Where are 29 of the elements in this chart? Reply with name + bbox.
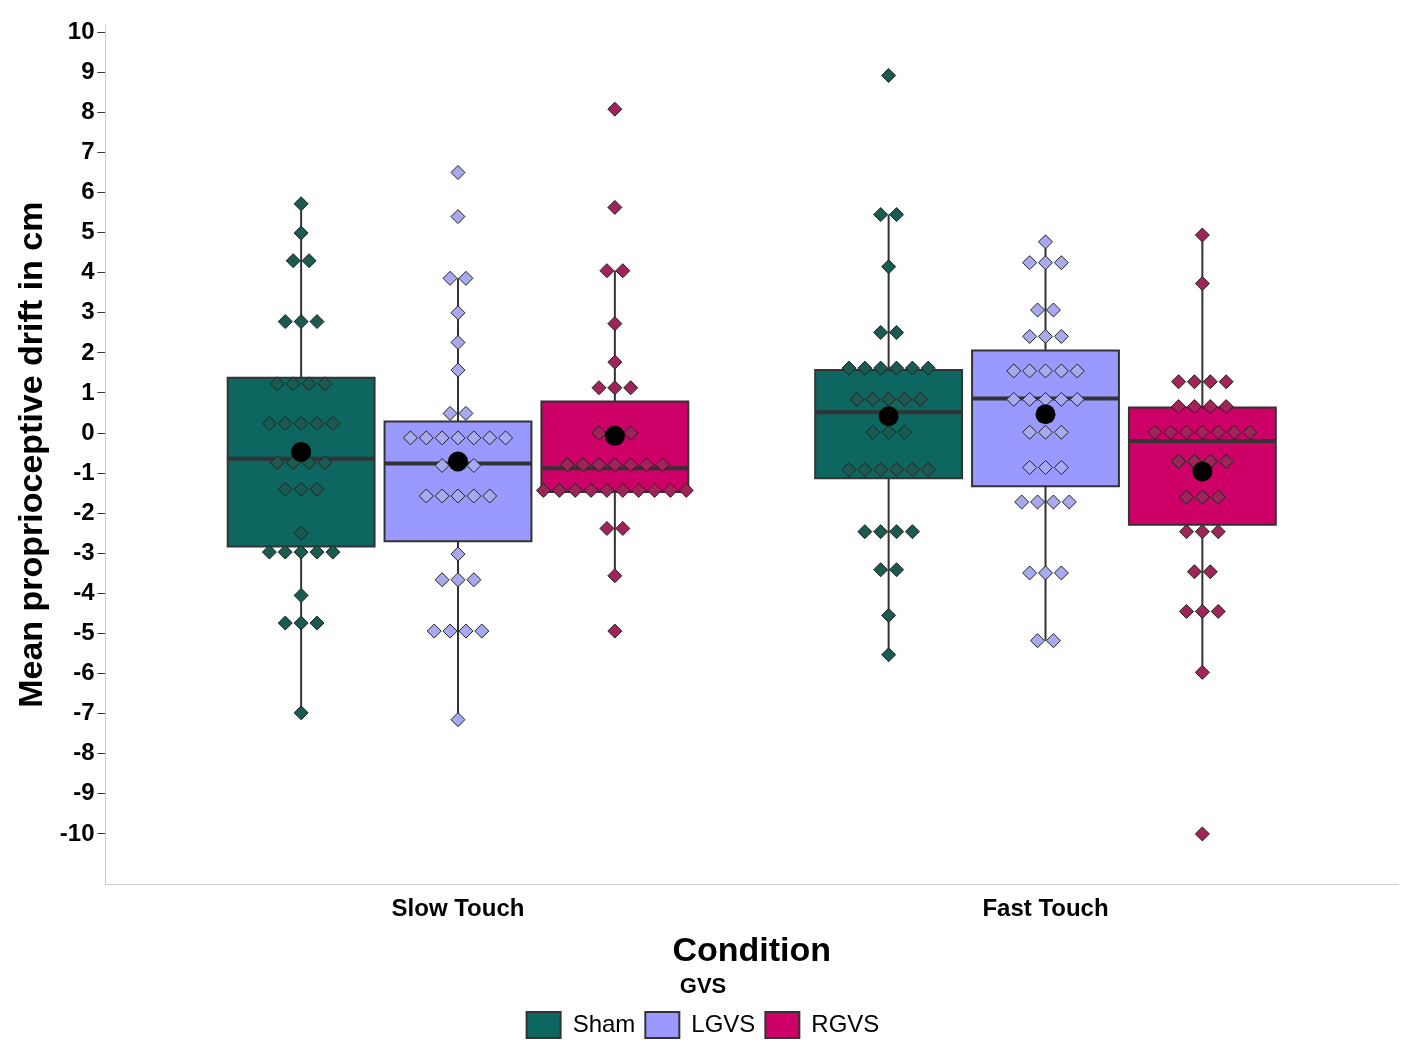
- y-tick-label: 8: [81, 97, 95, 125]
- y-tick-label: -9: [73, 778, 95, 806]
- y-tick-label: -7: [73, 698, 95, 726]
- y-tick-label: -8: [73, 738, 95, 766]
- x-axis-title: Condition: [672, 929, 832, 968]
- y-tick-label: 4: [81, 257, 96, 285]
- y-tick-label: -4: [73, 578, 96, 606]
- y-tick-label: -2: [73, 497, 95, 525]
- x-tick-label: Fast Touch: [982, 894, 1109, 922]
- legend-label: RGVS: [811, 1009, 880, 1037]
- y-axis-title: Mean proprioceptive drift in cm: [10, 201, 49, 708]
- x-tick-label: Slow Touch: [391, 894, 525, 922]
- y-tick-label: 2: [81, 337, 95, 365]
- y-tick-label: 5: [81, 217, 95, 245]
- y-tick-label: 3: [81, 297, 95, 325]
- y-tick-label: -6: [73, 658, 95, 686]
- y-tick-label: -10: [59, 818, 95, 846]
- legend-label: Sham: [572, 1009, 636, 1037]
- y-tick-label: -1: [73, 457, 95, 485]
- y-tick-label: 1: [81, 377, 95, 405]
- y-tick-label: -5: [73, 618, 95, 646]
- y-tick-label: 10: [67, 16, 95, 44]
- y-tick-label: 7: [81, 137, 95, 165]
- y-tick-label: 9: [81, 56, 95, 84]
- y-tick-label: 0: [81, 417, 95, 445]
- y-tick-label: -3: [73, 537, 95, 565]
- y-tick-label: 6: [81, 177, 95, 205]
- legend-title: GVS: [679, 972, 727, 998]
- legend-label: LGVS: [691, 1009, 756, 1037]
